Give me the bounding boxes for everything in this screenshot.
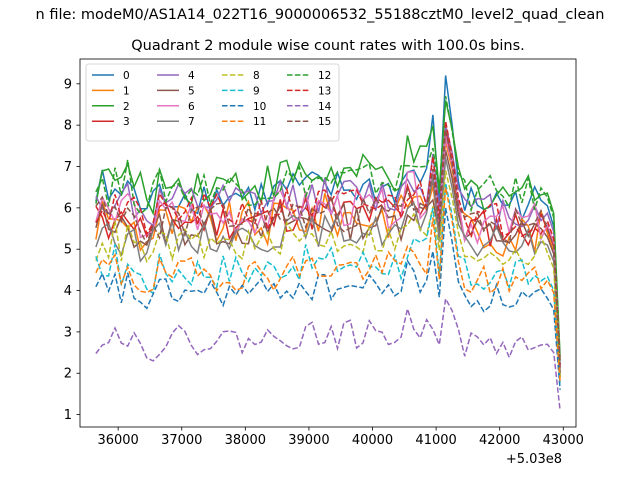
- series-line-10: [95, 207, 561, 390]
- y-tick-label: 6: [64, 201, 72, 216]
- x-tick-label: 42000: [479, 433, 520, 448]
- y-tick-label: 1: [64, 408, 72, 423]
- legend-label-0: 0: [123, 70, 130, 82]
- legend-label-7: 7: [188, 116, 195, 128]
- series-line-15: [95, 129, 561, 370]
- y-tick-label: 7: [64, 160, 72, 175]
- x-tick-label: 36000: [97, 433, 138, 448]
- legend-label-9: 9: [253, 85, 260, 97]
- legend-label-5: 5: [188, 85, 195, 97]
- series-line-6: [95, 137, 561, 370]
- figure-suptitle: n file: modeM0/AS1A14_022T16_9000006532_…: [36, 7, 605, 23]
- legend-label-12: 12: [318, 70, 331, 82]
- legend-box: [85, 63, 340, 142]
- y-tick-label: 3: [64, 325, 72, 340]
- series-layer: [95, 75, 561, 411]
- y-tick-label: 8: [64, 119, 72, 134]
- series-line-7: [95, 158, 561, 378]
- legend-label-1: 1: [123, 85, 130, 97]
- series-line-13: [95, 120, 561, 366]
- legend-label-3: 3: [123, 116, 130, 128]
- y-tick-label: 5: [64, 243, 72, 258]
- series-line-11: [95, 187, 561, 382]
- legend-label-11: 11: [253, 116, 266, 128]
- series-line-3: [95, 129, 561, 370]
- legend-label-4: 4: [188, 70, 195, 82]
- legend-label-8: 8: [253, 70, 260, 82]
- x-tick-label: 37000: [161, 433, 202, 448]
- series-line-8: [95, 170, 561, 378]
- axes-frame: [79, 58, 577, 428]
- x-tick-label: 41000: [415, 433, 456, 448]
- legend-label-13: 13: [318, 85, 331, 97]
- series-line-9: [95, 182, 561, 386]
- chart-title: Quadrant 2 module wise count rates with …: [131, 38, 525, 54]
- legend-label-2: 2: [123, 101, 130, 113]
- axes-layer: 36000 37000 38000 39000 40000 41000 42000 43000…: [64, 58, 584, 467]
- x-offset-label: +5.03e8: [506, 452, 562, 467]
- legend-label-15: 15: [318, 116, 331, 128]
- series-line-14: [95, 296, 561, 411]
- y-tick-label: 2: [64, 367, 72, 382]
- y-tick-label: 4: [64, 284, 72, 299]
- legend-label-10: 10: [253, 101, 266, 113]
- legend-label-6: 6: [188, 101, 195, 113]
- y-tick-label: 9: [64, 77, 72, 92]
- x-tick-label: 39000: [288, 433, 329, 448]
- x-tick-label: 38000: [225, 433, 266, 448]
- legend-label-14: 14: [318, 101, 332, 113]
- x-tick-label: 40000: [352, 433, 393, 448]
- series-line-12: [95, 96, 561, 361]
- x-tick-label: 43000: [543, 433, 584, 448]
